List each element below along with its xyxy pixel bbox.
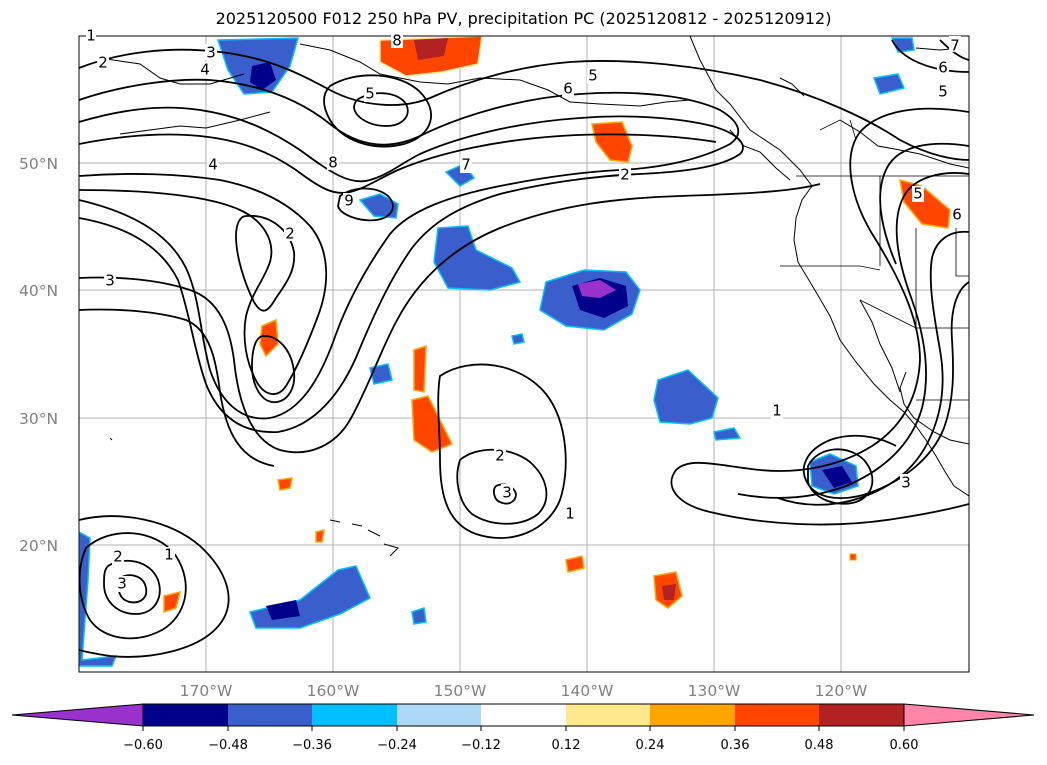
contour-label: 6	[938, 59, 948, 77]
contour-label: 3	[206, 44, 216, 62]
contour-label: 2	[113, 548, 123, 566]
precip-blob	[358, 193, 399, 219]
precip-blob	[163, 590, 182, 614]
precip-blob	[565, 555, 585, 573]
contour-label: 7	[461, 156, 471, 174]
contour-label: 7	[950, 37, 960, 55]
colorbar-segment	[397, 704, 481, 726]
precip-blob	[822, 466, 852, 488]
colorbar-segment	[228, 704, 312, 726]
lon-label: 120°W	[815, 682, 868, 700]
contour-label: 1	[164, 546, 174, 564]
lon-label: 170°W	[180, 682, 233, 700]
contour-label: 1	[565, 505, 575, 523]
precip-blob	[662, 584, 676, 600]
contour-label: 1	[86, 27, 96, 45]
colorbar-tick-label: 0.60	[890, 738, 919, 753]
contour-label: 6	[563, 80, 573, 98]
colorbar-segment	[819, 704, 904, 726]
colorbar-tick-label: 0.36	[721, 738, 750, 753]
precip-blob	[653, 369, 719, 425]
contour-label: 5	[938, 83, 948, 101]
precip-blob	[277, 477, 293, 491]
colorbar-tick-label: −0.24	[377, 738, 417, 753]
lat-label: 20°N	[19, 537, 58, 555]
precip-positive-anomalies	[163, 36, 951, 614]
precip-blob	[259, 318, 279, 358]
contour-label: 3	[117, 575, 127, 593]
lon-label: 150°W	[434, 682, 487, 700]
precip-blob	[511, 333, 525, 345]
contour-label: 4	[200, 61, 210, 79]
precip-blob	[713, 427, 742, 441]
contour-label: 2	[285, 225, 295, 243]
precip-blob	[414, 38, 448, 60]
contour-label: 8	[392, 32, 402, 50]
colorbar-tick-label: −0.48	[208, 738, 248, 753]
precip-blob	[578, 280, 616, 298]
colorbar-tick-label: −0.60	[123, 738, 163, 753]
contour-label: 2	[620, 166, 630, 184]
contour-label: 3	[901, 474, 911, 492]
colorbar-tick-label: 0.48	[805, 738, 834, 753]
lon-label: 130°W	[688, 682, 741, 700]
colorbar-tick-label: −0.36	[292, 738, 332, 753]
colorbar-extend-left	[11, 703, 144, 727]
map-panel	[79, 36, 969, 672]
contour-label: 5	[365, 85, 375, 103]
map-title: 2025120500 F012 250 hPa PV, precipitatio…	[215, 9, 832, 28]
precip-blob	[591, 121, 633, 163]
contour-label: 8	[328, 154, 338, 172]
contour-label: 5	[913, 185, 923, 203]
precip-blob	[315, 528, 325, 543]
colorbar-segment	[312, 704, 397, 726]
precip-blob	[250, 62, 276, 90]
pv-contours	[79, 39, 969, 658]
contour-label: 3	[105, 272, 115, 290]
colorbar-tick-label: 0.12	[552, 738, 581, 753]
lon-label: 140°W	[561, 682, 614, 700]
colorbar-segment	[143, 704, 228, 726]
colorbar: −0.60 −0.48 −0.36 −0.24 −0.12 0.12 0.24 …	[11, 703, 1035, 753]
contour-label: 2	[495, 447, 505, 465]
lat-label: 40°N	[19, 282, 58, 300]
precip-blob	[369, 363, 393, 385]
precip-blob	[411, 395, 454, 453]
latitude-labels: 50°N 40°N 30°N 20°N	[19, 155, 58, 555]
precip-blob	[433, 225, 522, 291]
colorbar-tick-label: −0.12	[461, 738, 501, 753]
precip-negative-anomalies	[79, 37, 915, 667]
contour-label: 1	[772, 402, 782, 420]
colorbar-segment	[735, 704, 819, 726]
map-frame	[78, 35, 970, 673]
colorbar-segment	[650, 704, 735, 726]
colorbar-segment	[481, 704, 566, 726]
colorbar-segment	[566, 704, 650, 726]
precip-blob	[411, 607, 427, 625]
lat-label: 50°N	[19, 155, 58, 173]
colorbar-tick-label: 0.24	[636, 738, 665, 753]
longitude-labels: 170°W 160°W 150°W 140°W 130°W 120°W	[180, 682, 868, 700]
contour-labels: 1 2 3 4 4 3 2 8 9 5 8 7 5 6 2 2 3 1 1 3 …	[86, 26, 963, 593]
contour-label: 9	[344, 192, 354, 210]
lat-label: 30°N	[19, 410, 58, 428]
precip-blob	[266, 600, 300, 620]
coastlines	[99, 36, 969, 557]
contour-label: 5	[588, 67, 598, 85]
precip-blob	[872, 73, 906, 95]
contour-label: 6	[952, 206, 962, 224]
contour-label: 2	[98, 54, 108, 72]
lon-label: 160°W	[307, 682, 360, 700]
precip-blob	[849, 553, 857, 561]
contour-label: 4	[208, 156, 218, 174]
contour-label: 3	[502, 484, 512, 502]
precip-blob	[413, 344, 427, 393]
colorbar-extend-right	[903, 703, 1035, 727]
